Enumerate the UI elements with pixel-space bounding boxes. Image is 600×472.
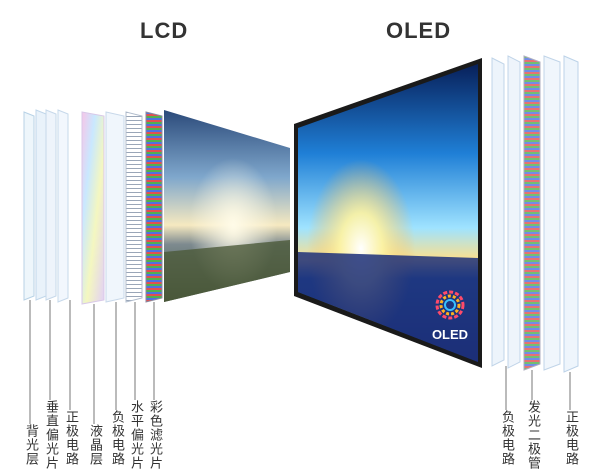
lcd-layer-label: 水平偏光片 <box>128 400 143 470</box>
oled-layer-label: 正极电路 <box>563 410 578 466</box>
lcd-layer-label: 垂直偏光片 <box>43 400 58 470</box>
oled-layer-stack <box>491 55 579 373</box>
oled-layer-label: 发光二极管 <box>525 400 540 470</box>
lcd-leader-lines <box>29 300 155 424</box>
oled-logo-text: OLED <box>432 327 468 342</box>
lcd-title: LCD <box>140 18 189 43</box>
oled-logo: OLED <box>432 290 468 342</box>
lcd-layer-label: 彩色滤光片 <box>147 400 162 470</box>
lcd-layer-label: 负极电路 <box>109 410 124 466</box>
lcd-layer-stack <box>23 109 163 305</box>
lcd-layer-label: 背光层 <box>23 424 38 466</box>
lcd-screen <box>164 110 290 302</box>
oled-layer-label: 负极电路 <box>499 410 514 466</box>
oled-screen <box>294 58 482 368</box>
oled-leader-lines <box>505 366 571 410</box>
oled-title: OLED <box>386 18 452 43</box>
lcd-layer-label: 液晶层 <box>87 424 102 466</box>
lcd-layer-label: 正极电路 <box>63 410 78 466</box>
